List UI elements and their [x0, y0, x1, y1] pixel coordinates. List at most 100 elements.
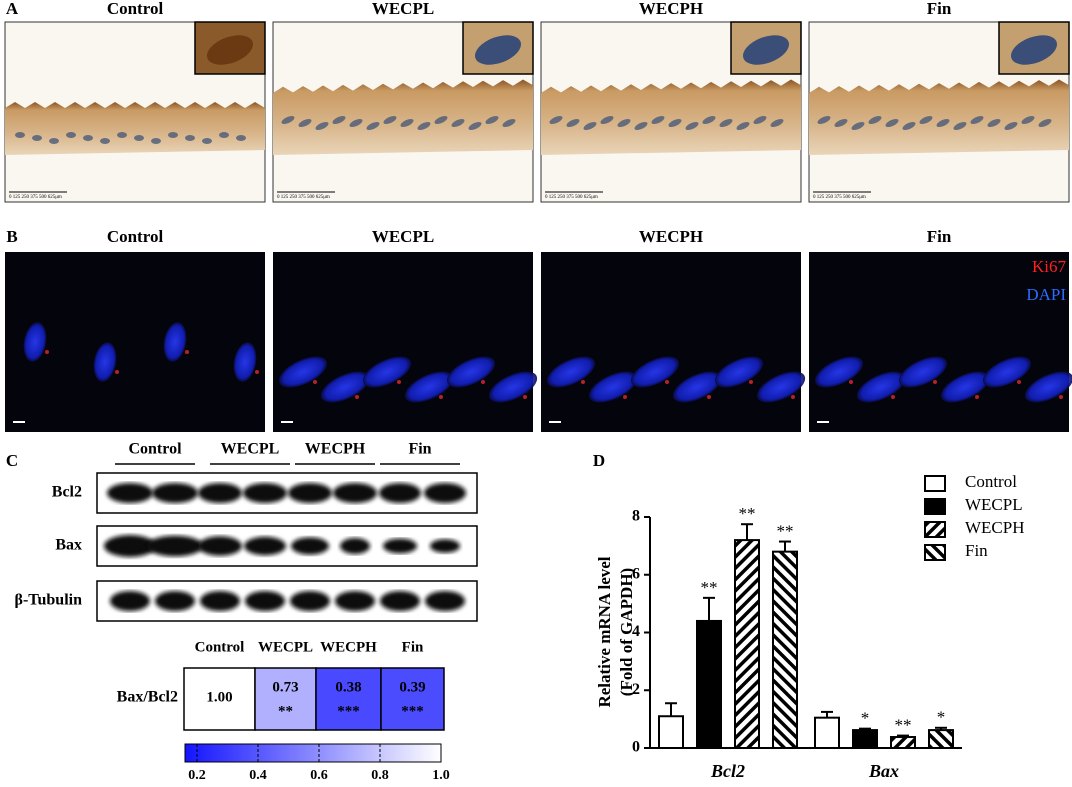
panel-label: A	[6, 0, 19, 18]
follicle	[15, 132, 25, 138]
legend-label: Control	[965, 472, 1017, 491]
blot-band	[198, 483, 242, 503]
blot-band	[288, 483, 332, 503]
ki67-signal	[1059, 395, 1063, 399]
follicle-nucleus	[320, 371, 370, 403]
ki67-signal	[1017, 380, 1021, 384]
bar	[890, 736, 916, 750]
group-label: WECPH	[305, 441, 366, 458]
follicle	[485, 115, 499, 125]
follicle	[383, 115, 397, 125]
follicle-nucleus	[278, 356, 328, 388]
follicle	[366, 121, 380, 131]
fluorescence-image	[5, 252, 265, 432]
follicle	[236, 135, 246, 141]
colorbar-tick-label: 1.0	[432, 768, 450, 783]
bar	[772, 550, 798, 750]
ki67-signal	[581, 380, 585, 384]
scale-bar-label: 0 125 250 375 500 625μm	[545, 195, 598, 200]
colorbar-tick-label: 0.4	[249, 768, 267, 783]
group-label: Fin	[408, 441, 431, 458]
bar	[696, 619, 722, 750]
follicle	[736, 121, 750, 131]
follicle-nucleus	[362, 356, 412, 388]
x-tick-label: Bcl2	[710, 761, 745, 781]
ki67-signal	[891, 395, 895, 399]
skin-layer	[5, 102, 265, 155]
ki67-signal	[355, 395, 359, 399]
follicle	[817, 115, 831, 125]
blot-band	[110, 591, 150, 611]
blot-band	[198, 536, 242, 556]
blot-band	[430, 539, 460, 553]
heatmap-row-label: Bax/Bcl2	[117, 689, 178, 706]
ki67-signal	[397, 380, 401, 384]
skin-layer	[809, 79, 1069, 155]
follicle	[702, 115, 716, 125]
blot-band	[244, 536, 286, 556]
bar	[928, 729, 954, 749]
group-label: Control	[128, 441, 182, 458]
follicle	[851, 121, 865, 131]
significance: **	[701, 578, 718, 597]
follicle	[617, 118, 631, 128]
inset-follicle	[1011, 35, 1057, 65]
follicle	[417, 121, 431, 131]
follicle	[100, 138, 110, 144]
follicle	[468, 121, 482, 131]
legend-swatch	[924, 521, 946, 538]
y-tick-label: 6	[632, 565, 640, 582]
panel-label: C	[6, 451, 18, 470]
column-title: WECPH	[639, 0, 703, 18]
blot-band	[383, 538, 417, 554]
heatmap-value: 1.00	[206, 689, 232, 705]
legend-label: WECPH	[965, 518, 1025, 537]
follicle-nucleus	[898, 356, 948, 388]
follicle	[168, 132, 178, 138]
follicle	[566, 118, 580, 128]
scale-bar-label: 0 125 250 375 500 625μm	[9, 195, 62, 200]
follicle	[332, 115, 346, 125]
follicle	[66, 132, 76, 138]
follicle	[600, 115, 614, 125]
row-label: Bax	[55, 537, 82, 554]
follicle	[651, 115, 665, 125]
follicle-nucleus	[588, 371, 638, 403]
follicle	[1038, 118, 1052, 128]
significance: ***	[401, 703, 424, 719]
follicle-nucleus	[814, 356, 864, 388]
x-tick-label: Bax	[868, 761, 899, 781]
blot-band	[107, 483, 153, 503]
follicle	[49, 138, 59, 144]
ki67-signal	[791, 395, 795, 399]
legend-swatch	[924, 544, 946, 561]
y-tick-label: 4	[632, 623, 640, 640]
column-title: WECPL	[372, 0, 434, 18]
column-title: Fin	[927, 0, 952, 18]
follicle	[885, 118, 899, 128]
follicle	[298, 118, 312, 128]
significance: *	[937, 708, 946, 727]
follicle	[151, 138, 161, 144]
blot-band	[291, 537, 329, 555]
fluorescence-image	[809, 252, 1069, 432]
ki67-signal	[707, 395, 711, 399]
follicle	[1004, 121, 1018, 131]
blot-band	[379, 483, 421, 503]
follicle-nucleus	[982, 356, 1032, 388]
follicle-nucleus	[546, 356, 596, 388]
stain-legend: DAPI	[1026, 285, 1066, 304]
blot-band	[152, 483, 198, 503]
heatmap-cell	[315, 667, 382, 731]
ki67-signal	[313, 380, 317, 384]
follicle	[919, 115, 933, 125]
heatmap-cell	[380, 667, 445, 731]
follicle-nucleus	[714, 356, 764, 388]
ki67-signal	[481, 380, 485, 384]
bar	[852, 729, 878, 749]
y-axis-label: (Fold of GAPDH)	[617, 568, 636, 696]
legend-swatch	[924, 498, 946, 515]
significance: ***	[337, 703, 360, 719]
colorbar	[184, 743, 442, 763]
follicle	[719, 118, 733, 128]
